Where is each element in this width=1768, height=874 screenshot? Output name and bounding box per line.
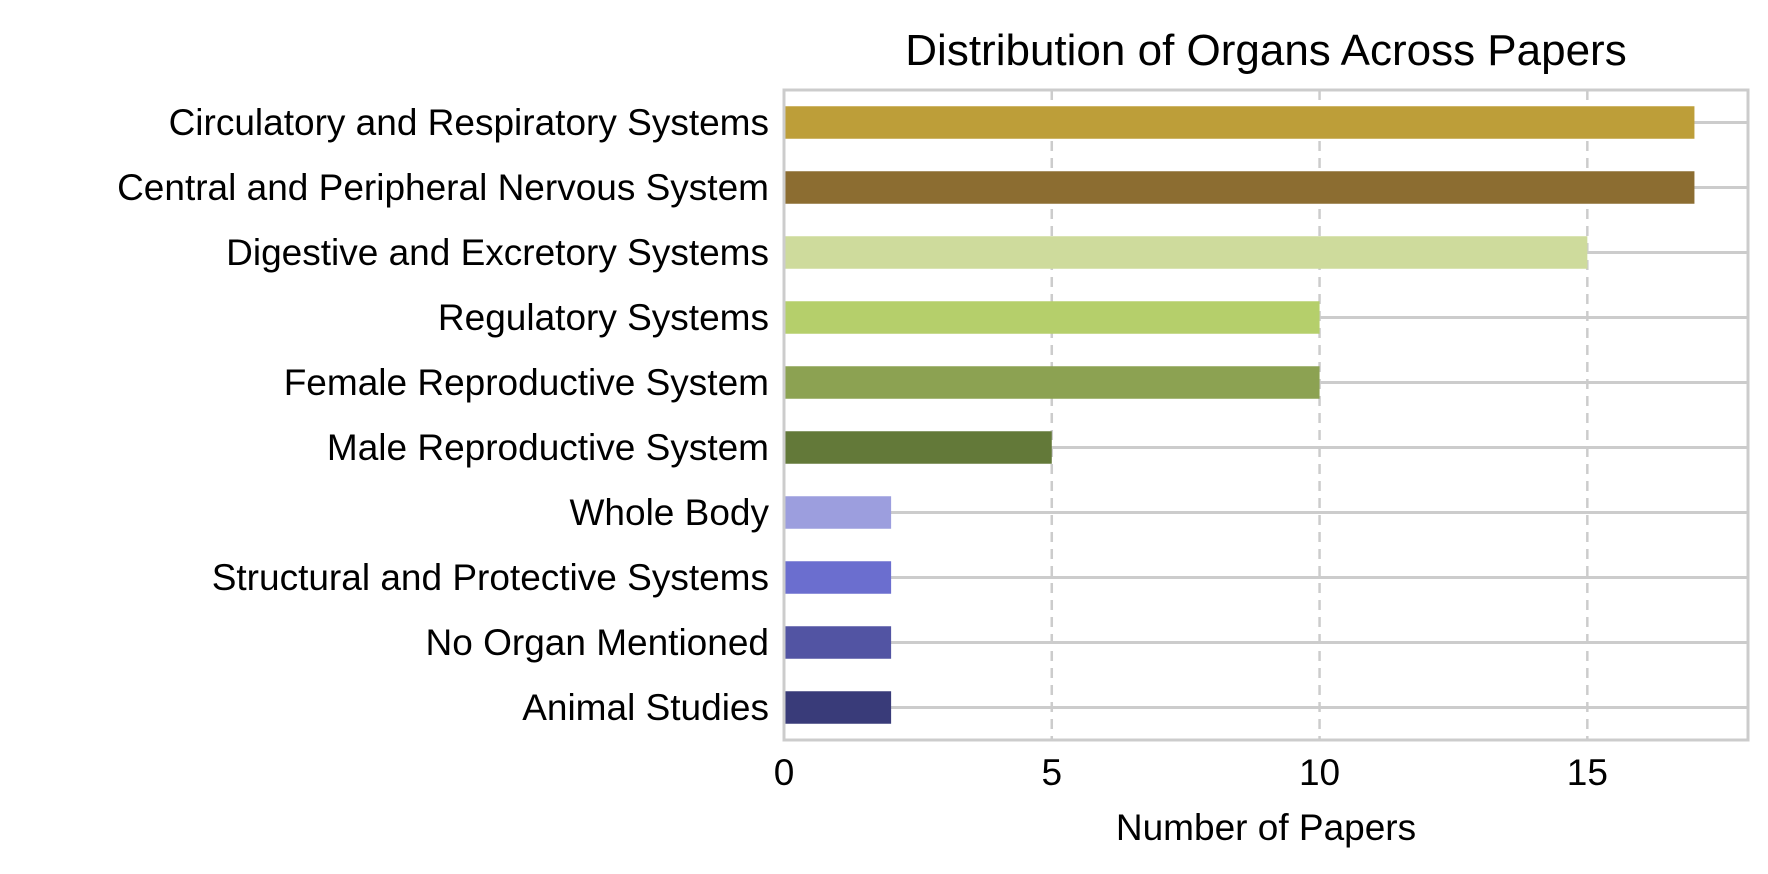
y-tick-label: Regulatory Systems	[438, 297, 769, 338]
bar-regulatory-systems	[784, 301, 1320, 334]
bar-female-reproductive-system	[784, 366, 1320, 399]
x-tick-label: 0	[774, 752, 795, 793]
x-tick-labels: 0 5 10 15	[774, 752, 1608, 793]
y-tick-label: Central and Peripheral Nervous System	[117, 167, 769, 208]
bar-structural-and-protective-systems	[784, 561, 892, 594]
y-tick-label: Digestive and Excretory Systems	[226, 232, 769, 273]
y-tick-label: No Organ Mentioned	[426, 622, 769, 663]
y-tick-label: Female Reproductive System	[284, 362, 769, 403]
y-tick-label: Whole Body	[570, 492, 770, 533]
x-axis-label: Number of Papers	[1116, 807, 1416, 848]
y-tick-label: Male Reproductive System	[327, 427, 769, 468]
bar-circulatory-and-respiratory-systems	[784, 106, 1695, 139]
y-tick-labels: Circulatory and Respiratory Systems Centr…	[117, 102, 769, 728]
bar-whole-body	[784, 496, 892, 529]
bar-animal-studies	[784, 691, 892, 724]
y-tick-label: Circulatory and Respiratory Systems	[169, 102, 769, 143]
bar-no-organ-mentioned	[784, 626, 892, 659]
bar-central-and-peripheral-nervous-system	[784, 171, 1695, 204]
x-tick-label: 15	[1567, 752, 1608, 793]
plot-frame	[782, 88, 1750, 742]
y-tick-label: Animal Studies	[522, 687, 769, 728]
bar-digestive-and-excretory-systems	[784, 236, 1588, 269]
y-tick-label: Structural and Protective Systems	[212, 557, 769, 598]
bar-male-reproductive-system	[784, 431, 1052, 464]
bar-layer	[784, 106, 1695, 724]
chart-title: Distribution of Organs Across Papers	[905, 26, 1626, 75]
x-tick-label: 5	[1041, 752, 1062, 793]
x-tick-label: 10	[1299, 752, 1340, 793]
